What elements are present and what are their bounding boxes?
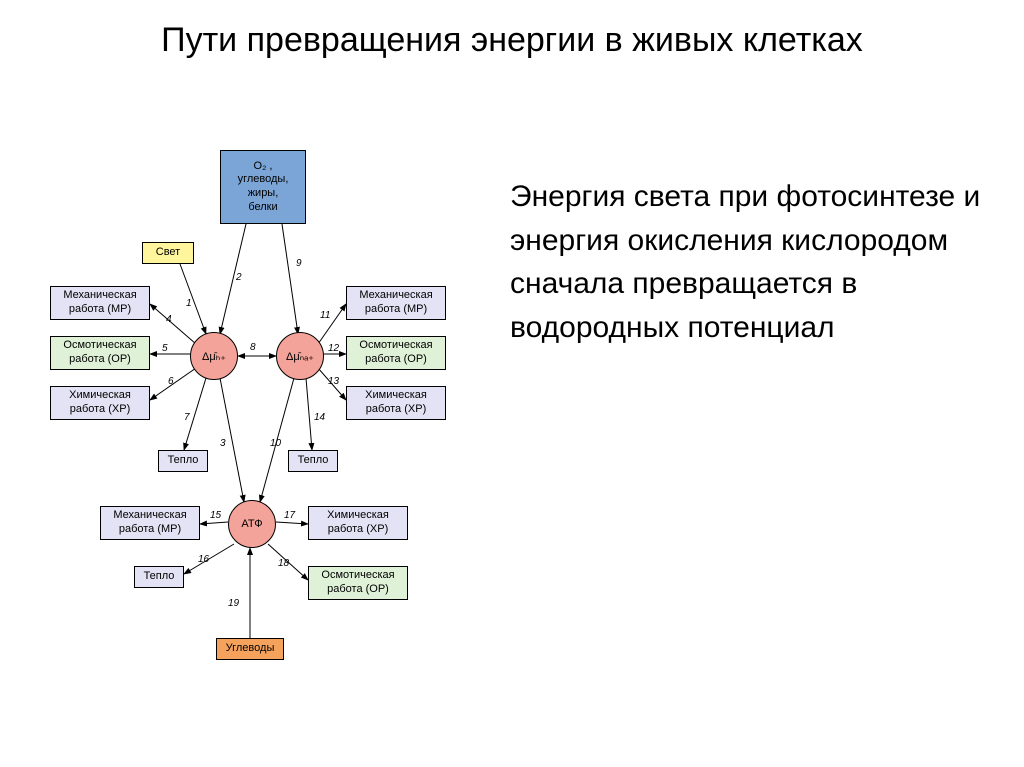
node-o2: O₂ ,углеводы,жиры,белки <box>220 150 306 224</box>
node-heat_b: Тепло <box>134 566 184 588</box>
edge-14 <box>306 378 312 450</box>
edge-label-4: 4 <box>166 314 172 325</box>
edge-4 <box>150 304 196 344</box>
edge-label-8: 8 <box>250 342 256 353</box>
node-mr_b: Механическаяработа (МР) <box>100 506 200 540</box>
edge-label-16: 16 <box>198 554 209 565</box>
edge-label-3: 3 <box>220 438 226 449</box>
edge-label-7: 7 <box>184 412 190 423</box>
node-na_pot: Δμ̄ₙₐ₊ <box>276 332 324 380</box>
node-light: Свет <box>142 242 194 264</box>
node-or_r: Осмотическаяработа (ОР) <box>346 336 446 370</box>
edge-label-17: 17 <box>284 510 295 521</box>
node-carb: Углеводы <box>216 638 284 660</box>
energy-diagram: O₂ ,углеводы,жиры,белки Свет Механическаяр… <box>50 150 490 710</box>
node-mr_l: Механическаяработа (МР) <box>50 286 150 320</box>
edge-label-12: 12 <box>328 343 339 354</box>
node-atp: АТФ <box>228 500 276 548</box>
edge-2 <box>220 224 246 334</box>
edge-label-13: 13 <box>328 376 339 387</box>
edge-label-19: 19 <box>228 598 239 609</box>
page-title: Пути превращения энергии в живых клетках <box>0 0 1024 74</box>
edge-label-9: 9 <box>296 258 302 269</box>
node-or_b: Осмотическаяработа (ОР) <box>308 566 408 600</box>
edge-label-10: 10 <box>270 438 281 449</box>
edge-label-1: 1 <box>186 298 192 309</box>
node-xr_l: Химическаяработа (ХР) <box>50 386 150 420</box>
node-or_l: Осмотическаяработа (ОР) <box>50 336 150 370</box>
node-xr_b: Химическаяработа (ХР) <box>308 506 408 540</box>
edge-label-2: 2 <box>236 272 242 283</box>
node-heat_r: Тепло <box>288 450 338 472</box>
node-heat_l: Тепло <box>158 450 208 472</box>
edge-label-6: 6 <box>168 376 174 387</box>
edge-9 <box>282 224 298 334</box>
node-xr_r: Химическаяработа (ХР) <box>346 386 446 420</box>
node-mr_r: Механическаяработа (МР) <box>346 286 446 320</box>
edge-label-15: 15 <box>210 510 221 521</box>
edge-label-18: 18 <box>278 558 289 569</box>
edge-17 <box>276 522 308 524</box>
edge-label-11: 11 <box>320 310 330 321</box>
node-h_pot: Δμ̄ₕ₊ <box>190 332 238 380</box>
edge-label-14: 14 <box>314 412 325 423</box>
edge-15 <box>200 522 228 524</box>
edge-label-5: 5 <box>162 343 168 354</box>
body-text: Энергия света при фотосинтезе и энергия … <box>510 175 1000 349</box>
edge-1 <box>180 264 206 334</box>
diagram-edges <box>50 150 490 710</box>
